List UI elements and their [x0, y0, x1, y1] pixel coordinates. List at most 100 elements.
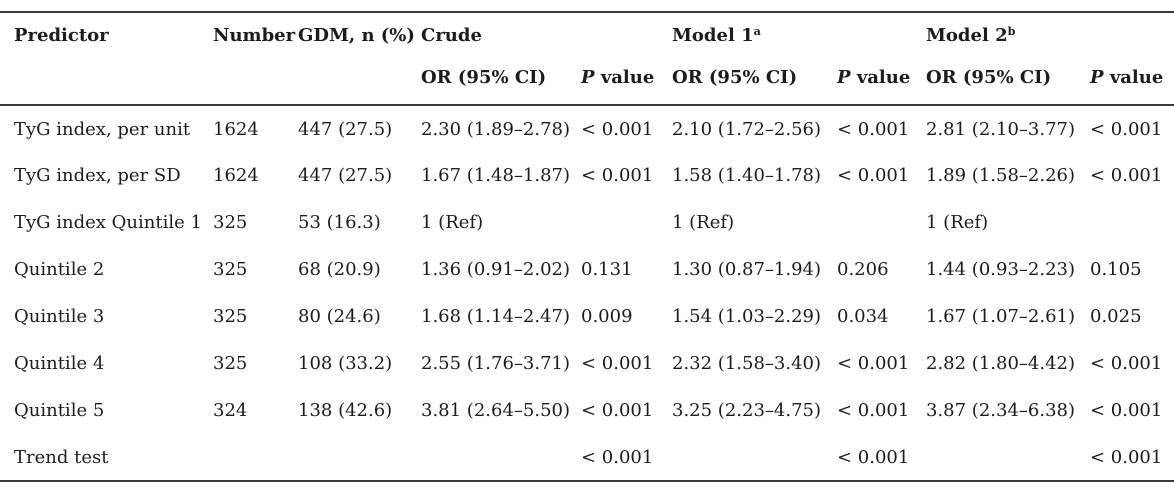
p-italic: P — [1090, 67, 1104, 88]
table-row-quintile-2: Quintile 2 325 68 (20.9) 1.36 (0.91–2.02… — [0, 246, 1174, 293]
cell-crude-p — [581, 199, 672, 246]
cell-predictor: Trend test — [14, 446, 109, 468]
col-header-model1-or-ci: OR (95% CI) — [672, 67, 798, 88]
cell-model1-p: < 0.001 — [837, 353, 910, 374]
cell-crude-or: 1.36 (0.91–2.02) — [421, 259, 571, 280]
cell-model1-or: 1.30 (0.87–1.94) — [672, 259, 822, 280]
table-row-quintile-4: Quintile 4 325 108 (33.2) 2.55 (1.76–3.7… — [0, 340, 1174, 387]
cell-crude-or: 2.55 (1.76–3.71) — [421, 353, 571, 374]
cell-gdm: 447 (27.5) — [298, 165, 393, 186]
cell-model2-p: < 0.001 — [1090, 165, 1163, 186]
cell-model2-p: < 0.001 — [1090, 118, 1163, 140]
cell-model1-p: < 0.001 — [837, 165, 910, 186]
cell-model1-or: 2.32 (1.58–3.40) — [672, 353, 822, 374]
cell-crude-p: < 0.001 — [581, 446, 654, 468]
cell-gdm: 108 (33.2) — [298, 353, 393, 374]
cell-gdm: 138 (42.6) — [298, 400, 393, 421]
cell-number: 324 — [213, 400, 248, 421]
cell-crude-p: 0.009 — [581, 306, 633, 327]
cell-crude-or: 2.30 (1.89–2.78) — [421, 118, 571, 140]
model1-footnote-superscript: a — [753, 24, 761, 38]
cell-model1-p: < 0.001 — [837, 400, 910, 421]
cell-predictor: Quintile 5 — [14, 400, 105, 421]
col-header-model2-or-ci: OR (95% CI) — [926, 67, 1052, 88]
cell-crude-p: < 0.001 — [581, 400, 654, 421]
cell-number: 1624 — [213, 118, 259, 140]
p-italic: P — [581, 67, 595, 88]
table-header: Predictor Number GDM, n (%) Crude Model … — [0, 12, 1174, 105]
cell-gdm: 447 (27.5) — [298, 118, 393, 140]
cell-model1-or: 3.25 (2.23–4.75) — [672, 400, 822, 421]
cell-predictor: TyG index, per unit — [14, 118, 191, 140]
col-header-gdm-n-pct: GDM, n (%) — [298, 25, 415, 46]
cell-model2-p: < 0.001 — [1090, 446, 1163, 468]
col-header-predictor: Predictor — [14, 25, 109, 46]
cell-model2-or: 1.44 (0.93–2.23) — [926, 259, 1076, 280]
cell-model1-or: 2.10 (1.72–2.56) — [672, 118, 822, 140]
col-group-crude: Crude — [421, 25, 482, 46]
cell-gdm — [298, 434, 421, 481]
cell-number — [213, 434, 298, 481]
header-row-measures: OR (95% CI) P value OR (95% CI) P value … — [0, 58, 1174, 105]
cell-crude-or: 1.68 (1.14–2.47) — [421, 306, 571, 327]
model1-label: Model 1 — [672, 25, 754, 46]
cell-predictor: Quintile 3 — [14, 306, 105, 327]
cell-crude-p: < 0.001 — [581, 165, 654, 186]
table-row-tyg-per-sd: TyG index, per SD 1624 447 (27.5) 1.67 (… — [0, 152, 1174, 199]
cell-model1-p: 0.034 — [837, 306, 889, 327]
cell-number: 325 — [213, 306, 248, 327]
cell-number: 325 — [213, 259, 248, 280]
cell-gdm: 80 (24.6) — [298, 306, 381, 327]
cell-predictor: Quintile 4 — [14, 353, 105, 374]
table-row-quintile-3: Quintile 3 325 80 (24.6) 1.68 (1.14–2.47… — [0, 293, 1174, 340]
cell-model1-or: 1.58 (1.40–1.78) — [672, 165, 822, 186]
cell-model2-or: 3.87 (2.34–6.38) — [926, 400, 1076, 421]
col-header-crude-p-value: P value — [581, 58, 672, 105]
cell-model1-p: < 0.001 — [837, 118, 910, 140]
cell-crude-p: 0.131 — [581, 259, 633, 280]
cell-model1-p — [837, 199, 926, 246]
cell-crude-or — [421, 434, 581, 481]
cell-model2-or: 2.81 (2.10–3.77) — [926, 118, 1076, 140]
model2-footnote-superscript: b — [1007, 24, 1016, 38]
col-header-crude-or-ci: OR (95% CI) — [421, 67, 547, 88]
cell-model2-p — [1090, 199, 1174, 246]
p-rest: value — [594, 67, 655, 88]
cell-number: 1624 — [213, 165, 259, 186]
p-rest: value — [850, 67, 911, 88]
col-header-model2-p-value: P value — [1090, 58, 1174, 105]
cell-crude-or: 1 (Ref) — [421, 212, 484, 233]
cell-model2-or: 1 (Ref) — [926, 212, 989, 233]
header-row-groups: Predictor Number GDM, n (%) Crude Model … — [0, 12, 1174, 58]
col-header-model1-p-value: P value — [837, 58, 926, 105]
cell-model2-p: 0.105 — [1090, 259, 1142, 280]
table-row-quintile-5: Quintile 5 324 138 (42.6) 3.81 (2.64–5.5… — [0, 387, 1174, 434]
cell-model2-or: 1.67 (1.07–2.61) — [926, 306, 1076, 327]
cell-model1-or: 1 (Ref) — [672, 212, 735, 233]
cell-number: 325 — [213, 212, 248, 233]
cell-predictor: Quintile 2 — [14, 259, 105, 280]
model2-label: Model 2 — [926, 25, 1008, 46]
cell-crude-p: < 0.001 — [581, 118, 654, 140]
col-group-model1: Model 1a — [672, 12, 926, 58]
table-row-trend-test: Trend test < 0.001 < 0.001 < 0.001 — [0, 434, 1174, 481]
cell-predictor: TyG index Quintile 1 — [14, 212, 202, 233]
table-row-tyg-per-unit: TyG index, per unit 1624 447 (27.5) 2.30… — [0, 105, 1174, 152]
table-body: TyG index, per unit 1624 447 (27.5) 2.30… — [0, 105, 1174, 481]
cell-model2-or — [926, 434, 1090, 481]
cell-model1-or: 1.54 (1.03–2.29) — [672, 306, 822, 327]
cell-predictor: TyG index, per SD — [14, 165, 181, 186]
cell-number: 325 — [213, 353, 248, 374]
cell-model2-p: < 0.001 — [1090, 400, 1163, 421]
cell-crude-or: 3.81 (2.64–5.50) — [421, 400, 571, 421]
cell-gdm: 68 (20.9) — [298, 259, 381, 280]
cell-model1-p: 0.206 — [837, 259, 889, 280]
cell-model1-or — [672, 434, 837, 481]
cell-model1-p: < 0.001 — [837, 446, 910, 468]
gdm-odds-ratio-table: Predictor Number GDM, n (%) Crude Model … — [0, 11, 1174, 482]
cell-model2-p: < 0.001 — [1090, 353, 1163, 374]
cell-crude-p: < 0.001 — [581, 353, 654, 374]
p-rest: value — [1103, 67, 1164, 88]
col-group-model2: Model 2b — [926, 12, 1174, 58]
